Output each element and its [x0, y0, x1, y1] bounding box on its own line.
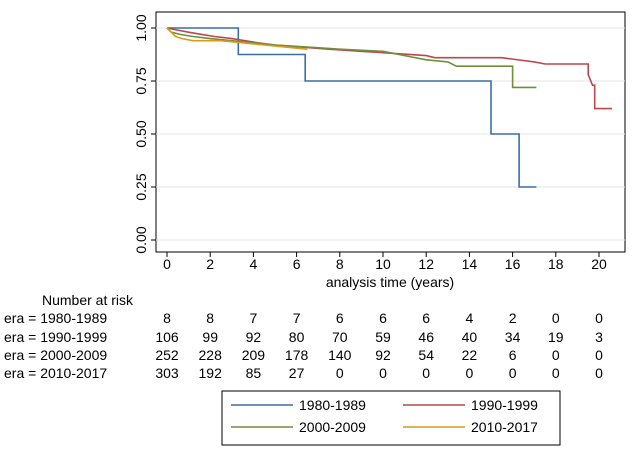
- risk-count: 228: [199, 347, 223, 363]
- risk-count: 8: [163, 310, 171, 326]
- risk-row-label: era = 1980-1989: [4, 310, 107, 326]
- legend-label: 2000-2009: [299, 419, 366, 435]
- legend-box: [221, 390, 561, 446]
- risk-count: 6: [336, 310, 344, 326]
- risk-count: 0: [379, 365, 387, 381]
- y-axis: 0.00 0.25 0.50 0.75 1.00: [133, 14, 156, 254]
- x-tick-label: 12: [418, 256, 434, 272]
- risk-count: 0: [509, 365, 517, 381]
- risk-count: 0: [422, 365, 430, 381]
- risk-count: 140: [328, 347, 352, 363]
- y-tick-label: 0.50: [133, 120, 149, 147]
- y-tick-label: 0.00: [133, 226, 149, 253]
- risk-count: 0: [552, 365, 560, 381]
- risk-count: 209: [242, 347, 266, 363]
- legend-item: 2000-2009: [231, 419, 366, 435]
- risk-count: 6: [422, 310, 430, 326]
- x-tick-label: 4: [250, 256, 258, 272]
- x-tick-label: 8: [336, 256, 344, 272]
- risk-row-label: era = 2010-2017: [4, 365, 107, 381]
- x-tick-label: 20: [591, 256, 607, 272]
- number-at-risk-table: era = 1980-1989 8 8 7 7 6 6 6 4 2 0 0 era = 1990-199…: [4, 310, 603, 381]
- risk-count: 40: [462, 329, 478, 345]
- legend: 1980-1989 1990-1999 2000-2009 2010-2017: [221, 390, 561, 446]
- x-tick-label: 18: [548, 256, 564, 272]
- x-axis-title: analysis time (years): [326, 274, 454, 290]
- x-tick-label: 14: [462, 256, 478, 272]
- x-tick-label: 0: [163, 256, 171, 272]
- x-tick-label: 2: [206, 256, 214, 272]
- risk-count: 106: [155, 329, 179, 345]
- number-at-risk-heading: Number at risk: [42, 292, 134, 308]
- risk-count: 0: [595, 365, 603, 381]
- risk-count: 92: [246, 329, 262, 345]
- risk-count: 2: [509, 310, 517, 326]
- risk-count: 27: [289, 365, 305, 381]
- risk-count: 6: [379, 310, 387, 326]
- risk-count: 4: [466, 310, 474, 326]
- risk-count: 6: [509, 347, 517, 363]
- risk-count: 80: [289, 329, 305, 345]
- legend-item: 2010-2017: [403, 419, 538, 435]
- risk-count: 0: [336, 365, 344, 381]
- risk-row-label: era = 2000-2009: [4, 347, 107, 363]
- risk-count: 0: [466, 365, 474, 381]
- risk-count: 8: [206, 310, 214, 326]
- risk-count: 7: [250, 310, 258, 326]
- risk-row: era = 2000-2009 252 228 209 178 140 92 54 22 6 0 0: [4, 347, 603, 363]
- risk-count: 92: [375, 347, 391, 363]
- risk-count: 70: [332, 329, 348, 345]
- x-axis: 0 2 4 6 8 10 12 14 16 18 20: [163, 252, 607, 272]
- y-tick-label: 1.00: [133, 14, 149, 41]
- legend-item: 1980-1989: [231, 397, 366, 413]
- series-line-2010-2017: [166, 27, 308, 50]
- legend-item: 1990-1999: [403, 397, 538, 413]
- x-tick-label: 6: [293, 256, 301, 272]
- risk-row-label: era = 1990-1999: [4, 329, 107, 345]
- x-tick-label: 10: [375, 256, 391, 272]
- risk-count: 0: [595, 310, 603, 326]
- legend-label: 1980-1989: [299, 397, 366, 413]
- risk-row: era = 1980-1989 8 8 7 7 6 6 6 4 2 0 0: [4, 310, 603, 326]
- risk-count: 0: [552, 310, 560, 326]
- series-line-2000-2009: [166, 27, 537, 89]
- risk-count: 46: [418, 329, 434, 345]
- risk-count: 0: [595, 347, 603, 363]
- risk-count: 54: [418, 347, 434, 363]
- plot-area-border: [155, 11, 626, 253]
- risk-row: era = 1990-1999 106 99 92 80 70 59 46 40 34 19 3: [4, 329, 603, 345]
- risk-count: 252: [155, 347, 179, 363]
- risk-count: 85: [246, 365, 262, 381]
- risk-row: era = 2010-2017 303 192 85 27 0 0 0 0 0 0 0: [4, 365, 603, 381]
- risk-count: 59: [375, 329, 391, 345]
- risk-count: 34: [505, 329, 521, 345]
- risk-count: 19: [548, 329, 564, 345]
- risk-count: 3: [595, 329, 603, 345]
- risk-count: 192: [199, 365, 223, 381]
- risk-count: 0: [552, 347, 560, 363]
- legend-label: 1990-1999: [471, 397, 538, 413]
- series-lines: [166, 27, 612, 188]
- x-tick-label: 16: [505, 256, 521, 272]
- risk-count: 22: [462, 347, 478, 363]
- legend-label: 2010-2017: [471, 419, 538, 435]
- plot-frame: [155, 11, 626, 253]
- risk-count: 99: [202, 329, 218, 345]
- risk-count: 178: [285, 347, 309, 363]
- y-tick-label: 0.25: [133, 173, 149, 200]
- risk-count: 303: [155, 365, 179, 381]
- y-tick-label: 0.75: [133, 67, 149, 94]
- risk-count: 7: [293, 310, 301, 326]
